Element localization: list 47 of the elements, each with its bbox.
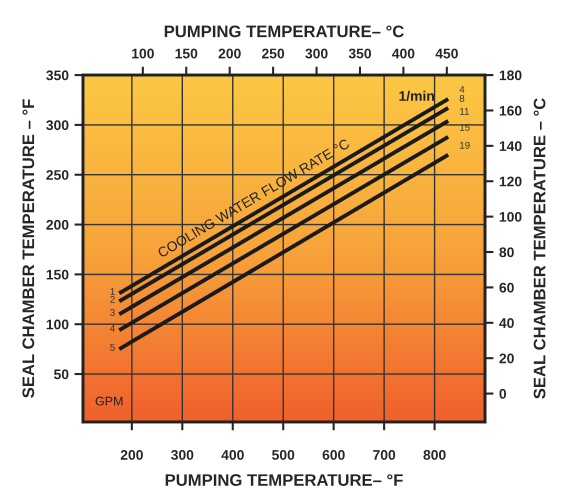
annotation: GPM <box>96 396 122 406</box>
series-label: 4 <box>110 325 115 332</box>
y2-tick-label: 0 <box>499 388 506 399</box>
series-label: 1 <box>110 288 115 295</box>
y-tick-label: 100 <box>46 320 68 330</box>
y-tick-label: 350 <box>46 70 68 80</box>
y2-tick-label: 140 <box>500 141 522 152</box>
y-axis-title: SEAL CHAMBER TEMPERATURE – °F <box>22 99 34 398</box>
x2-tick-label: 200 <box>218 48 241 58</box>
y2-tick-label: 60 <box>499 282 514 293</box>
x-tick-label: 800 <box>423 450 446 460</box>
x-tick-label: 500 <box>272 450 294 460</box>
x2-axis-title: PUMPING TEMPERATURE– °C <box>164 26 404 38</box>
x-tick-label: 700 <box>373 450 396 460</box>
y-tick-label: 250 <box>46 170 68 180</box>
annotation: 8 <box>460 95 464 102</box>
y2-axis-title: SEAL CHAMBER TEMPERATURE – °C <box>534 98 546 399</box>
y2-tick-label: 20 <box>499 354 514 364</box>
y-tick-label: 200 <box>46 220 68 230</box>
y-tick-label: 300 <box>46 120 68 130</box>
y2-tick-label: 180 <box>500 70 522 80</box>
annotation: 11 <box>460 108 469 115</box>
series-label: 2 <box>110 296 115 303</box>
x2-tick-label: 150 <box>176 48 198 58</box>
x2-tick-label: 300 <box>305 48 328 58</box>
y2-tick-label: 160 <box>500 106 522 116</box>
annotation: 19 <box>460 142 470 149</box>
x-tick-label: 200 <box>120 450 143 460</box>
annotation: 1/min <box>399 90 434 102</box>
x-axis-title: PUMPING TEMPERATURE– °F <box>166 474 403 486</box>
y2-tick-label: 100 <box>500 212 522 222</box>
x2-tick-label: 350 <box>348 48 371 58</box>
y2-tick-label: 80 <box>499 247 514 258</box>
x2-tick-label: 400 <box>392 48 414 58</box>
y-tick-label: 50 <box>54 369 68 380</box>
y2-tick-label: 120 <box>500 176 522 186</box>
series-label: 3 <box>110 308 115 316</box>
x2-tick-label: 250 <box>262 48 284 58</box>
series-label: 5 <box>110 344 115 351</box>
y2-tick-label: 40 <box>499 318 514 328</box>
annotation: 4 <box>460 86 464 93</box>
x-tick-label: 600 <box>322 450 345 460</box>
x2-tick-label: 100 <box>132 48 154 58</box>
x-tick-label: 300 <box>171 450 194 460</box>
x2-tick-label: 450 <box>435 48 458 58</box>
x-tick-label: 400 <box>221 450 244 460</box>
y-tick-label: 150 <box>46 270 68 280</box>
